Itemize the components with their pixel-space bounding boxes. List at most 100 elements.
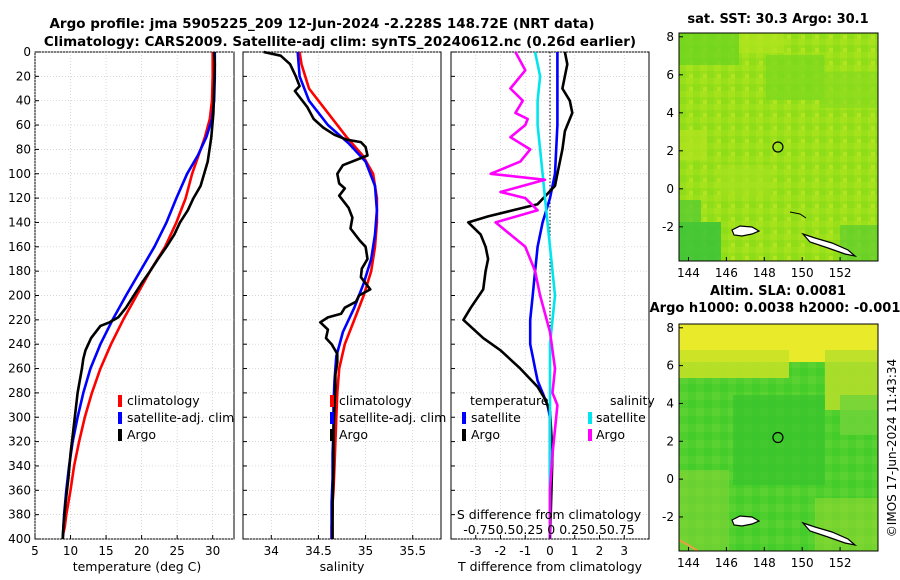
- sla-map-frame: [678, 323, 879, 552]
- salinity-x-label: salinity: [320, 559, 365, 574]
- sst-map-frame: [678, 32, 879, 262]
- legend-label-satellite: satellite-adj. clim: [127, 410, 234, 425]
- y-tick-label: 0: [23, 45, 31, 59]
- difference-x-label: T difference from climatology: [457, 559, 643, 574]
- y-tick-label: 200: [8, 289, 31, 303]
- map-y-tick-label: 8: [666, 30, 674, 44]
- map-x-tick-label: 144: [677, 266, 700, 280]
- salinity-legend: climatology satellite-adj. clim Argo: [330, 393, 446, 442]
- salinity-gridlines: [243, 51, 441, 540]
- map-x-tick-label: 148: [753, 556, 776, 570]
- difference-panel: -3 -2 -1 0 1 2 3 T difference from climatology…: [450, 51, 655, 574]
- y-tick-label: 260: [8, 362, 31, 376]
- x-tick-label: 3: [620, 544, 628, 558]
- sst-patch: [720, 165, 770, 195]
- difference-secondary-ticks: -0.750.50.25 0 0.250.50.75: [463, 522, 635, 537]
- sla-map-title: Altim. SLA: 0.0081: [710, 284, 846, 299]
- series-line-argo: [61, 51, 217, 540]
- y-tick-label: 20: [16, 69, 31, 83]
- difference-ticks: -3 -2 -1 0 1 2 3: [451, 51, 628, 558]
- temperature-series: [61, 51, 217, 540]
- sst-patch: [766, 55, 824, 100]
- sst-patch: [679, 33, 739, 65]
- legend-header-temperature: temperature: [470, 393, 549, 408]
- x-tick-label: -1: [519, 544, 531, 558]
- sla-map-ticks: 144 146 148 150 152 -2 0 2 4 6 8: [662, 321, 852, 570]
- legend-swatch-climatology: [330, 395, 334, 407]
- y-tick-label: 300: [8, 410, 31, 424]
- map-x-tick-label: 148: [753, 266, 776, 280]
- sst-map-field: [679, 33, 878, 261]
- map-y-tick-label: 6: [666, 359, 674, 373]
- imos-credit: ©IMOS 17-Jun-2024 11:43:34: [885, 359, 899, 537]
- salinity-ticks: 34 34.5 35 35.5: [243, 51, 426, 558]
- island-outline: [789, 211, 807, 219]
- sst-patch: [739, 33, 784, 53]
- coast-outline: [679, 539, 699, 551]
- map-y-tick-label: -2: [662, 220, 674, 234]
- legend-label-climatology: climatology: [127, 393, 200, 408]
- map-y-tick-label: -2: [662, 510, 674, 524]
- map-x-tick-label: 152: [829, 266, 852, 280]
- y-tick-label: 80: [16, 142, 31, 156]
- map-x-tick-label: 152: [829, 556, 852, 570]
- argo-location-marker: [772, 431, 784, 444]
- sst-patch: [840, 225, 878, 261]
- temperature-panel: 0 20 40 60 80 100 120 140 160 180 200 220 240 260 280 3…: [8, 45, 235, 574]
- temperature-ticks: 0 20 40 60 80 100 120 140 160 180 200 220 240 260 280 3…: [8, 45, 220, 558]
- legend-swatch-t-argo: [462, 429, 466, 441]
- series-line-salinity-argo: [489, 51, 559, 539]
- sst-patch: [679, 222, 721, 261]
- legend-swatch-t-satellite: [462, 412, 466, 424]
- legend-label-argo: Argo: [339, 427, 368, 442]
- x-tick-label: 10: [63, 544, 78, 558]
- legend-label-t-satellite: satellite: [471, 410, 521, 425]
- y-tick-label: 380: [8, 508, 31, 522]
- legend-label-s-satellite: satellite: [596, 410, 646, 425]
- difference-legend: temperature salinity satellite Argo sate…: [462, 393, 655, 442]
- map-y-tick-label: 0: [666, 182, 674, 196]
- y-tick-label: 360: [8, 483, 31, 497]
- sla-map-field: [679, 324, 878, 551]
- island-outline: [731, 515, 761, 527]
- sst-patch: [679, 200, 701, 222]
- map-x-tick-label: 146: [715, 556, 738, 570]
- sla-map: Altim. SLA: 0.0081 Argo h1000: 0.0038 h2…: [650, 284, 900, 570]
- x-tick-label: 30: [205, 544, 220, 558]
- x-tick-label: 5: [31, 544, 39, 558]
- difference-secondary-x-label: S difference from climatology: [457, 507, 642, 522]
- y-tick-label: 120: [8, 191, 31, 205]
- legend-swatch-climatology: [118, 395, 122, 407]
- sst-map-ticks: 144 146 148 150 152 -2 0 2 4 6 8: [662, 30, 852, 280]
- figure-title-line2: Climatology: CARS2009. Satellite-adj cli…: [44, 34, 636, 50]
- map-x-tick-label: 150: [791, 266, 814, 280]
- x-tick-label: 15: [98, 544, 113, 558]
- legend-header-salinity: salinity: [610, 393, 655, 408]
- salinity-series: [263, 50, 379, 539]
- sst-patch: [679, 130, 707, 160]
- series-line-temperature-argo: [462, 51, 574, 540]
- y-tick-label: 60: [16, 118, 31, 132]
- salinity-panel: 34 34.5 35 35.5 salinity climatology satell…: [242, 50, 446, 574]
- island-outline: [801, 232, 858, 258]
- sst-map: sat. SST: 30.3 Argo: 30.1 144 146 148 150 15…: [662, 12, 879, 280]
- legend-swatch-argo: [330, 429, 334, 441]
- sla-patch: [840, 395, 878, 435]
- y-tick-label: 40: [16, 94, 31, 108]
- map-y-tick-label: 2: [666, 434, 674, 448]
- map-y-tick-label: 6: [666, 68, 674, 82]
- y-tick-label: 340: [8, 459, 31, 473]
- x-tick-label: -2: [495, 544, 507, 558]
- legend-swatch-satellite: [330, 412, 334, 424]
- x-tick-label: 2: [596, 544, 604, 558]
- sla-patch: [679, 350, 789, 378]
- series-line-salinity-satellite: [533, 51, 557, 539]
- x-tick-label: -3: [470, 544, 482, 558]
- temperature-legend: climatology satellite-adj. clim Argo: [118, 393, 234, 442]
- legend-swatch-argo: [118, 429, 122, 441]
- x-tick-label: 20: [134, 544, 149, 558]
- figure-title-line1: Argo profile: jma 5905225_209 12-Jun-202…: [49, 16, 594, 32]
- legend-label-s-argo: Argo: [596, 427, 625, 442]
- y-tick-label: 180: [8, 264, 31, 278]
- x-tick-label: 35: [358, 544, 373, 558]
